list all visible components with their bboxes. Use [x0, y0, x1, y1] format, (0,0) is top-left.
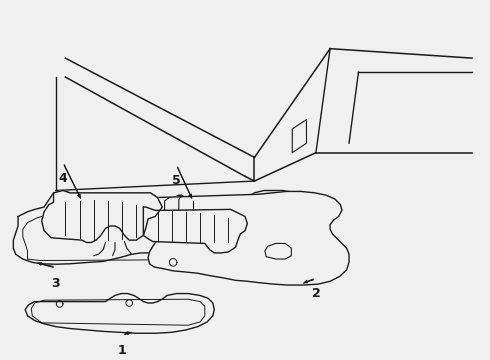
Polygon shape: [148, 192, 349, 285]
Polygon shape: [144, 207, 247, 253]
Text: 3: 3: [51, 276, 60, 289]
Polygon shape: [25, 293, 214, 333]
Text: 1: 1: [118, 344, 126, 357]
Polygon shape: [13, 190, 325, 266]
Polygon shape: [42, 190, 162, 243]
Text: 2: 2: [312, 287, 320, 300]
Text: 4: 4: [59, 172, 67, 185]
Text: 5: 5: [172, 174, 181, 187]
